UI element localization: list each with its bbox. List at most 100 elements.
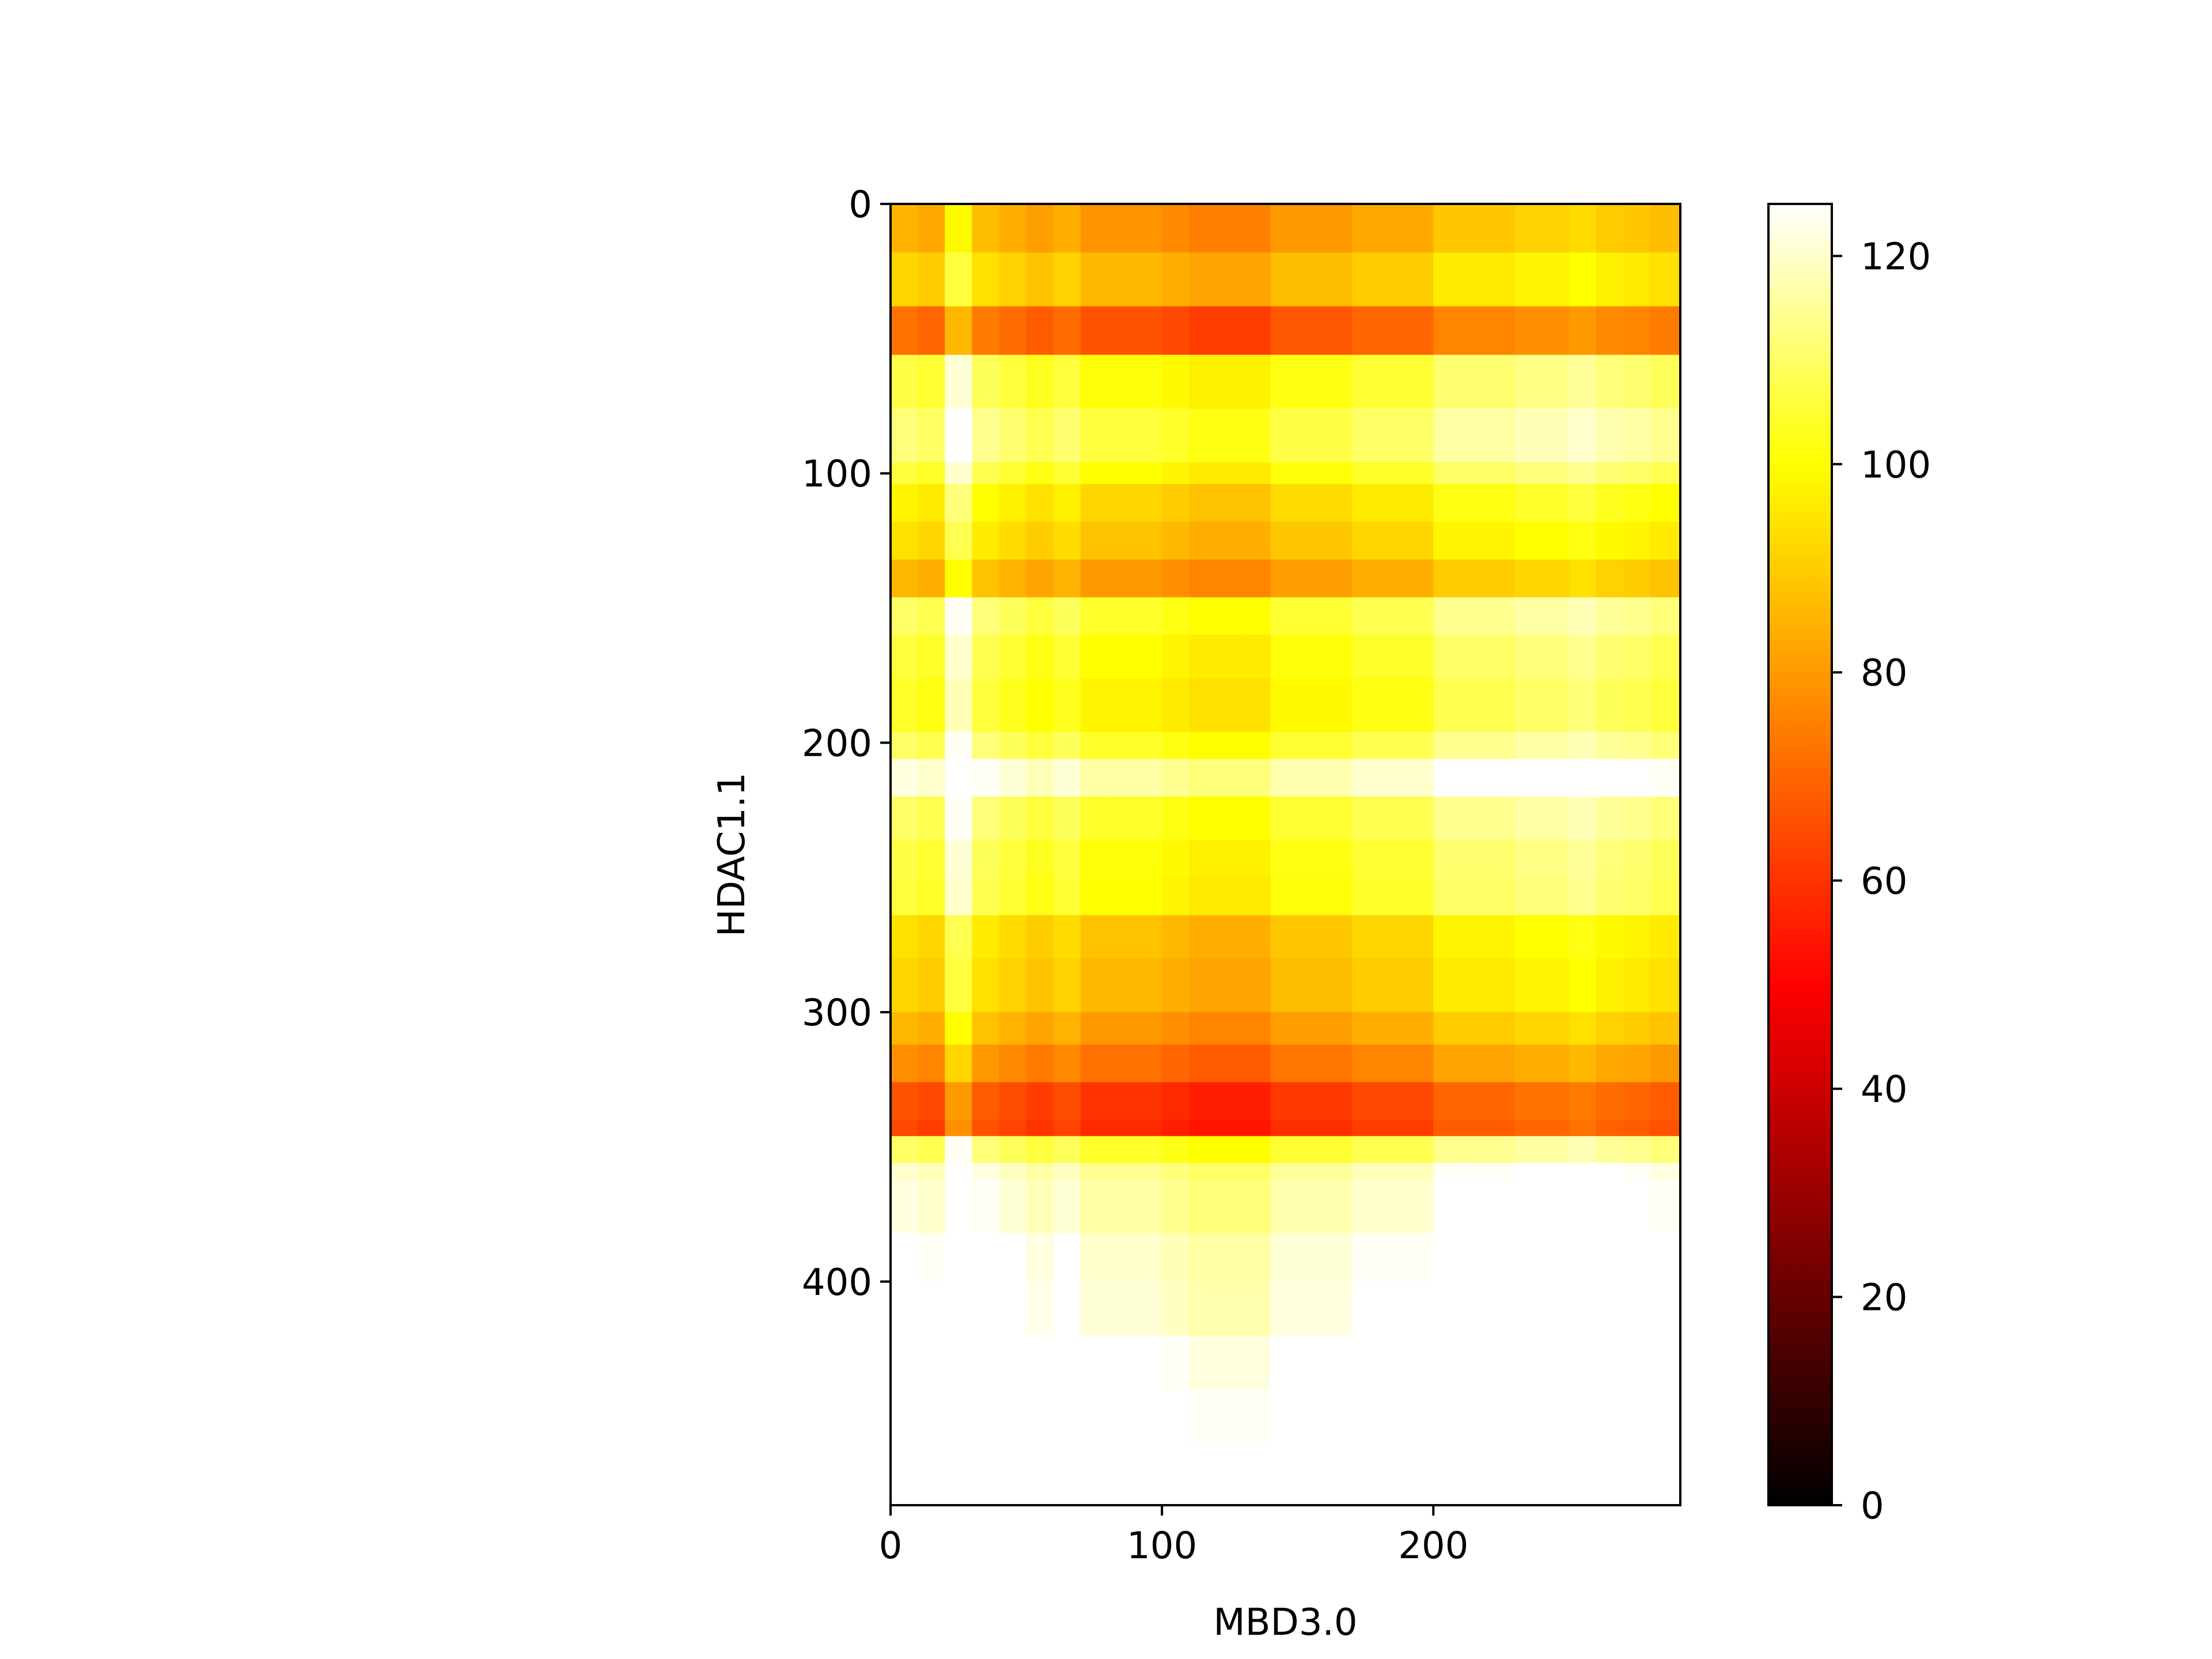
heatmap-cell [1623, 354, 1651, 410]
heatmap-cell [1270, 1335, 1325, 1390]
heatmap-cell [1514, 306, 1543, 355]
heatmap-cell [1053, 915, 1081, 959]
heatmap-cell [1243, 678, 1271, 733]
heatmap-cell [945, 521, 972, 560]
heatmap-cell [1162, 354, 1190, 410]
heatmap-cell [1514, 354, 1543, 410]
heatmap-cell [1623, 408, 1651, 463]
heatmap-cell [891, 1443, 918, 1506]
heatmap-cell [945, 1044, 972, 1083]
heatmap-cell [1487, 732, 1516, 760]
heatmap-cell [1569, 1163, 1597, 1180]
heatmap-cell [1189, 306, 1244, 355]
heatmap-cell [1406, 1082, 1434, 1120]
heatmap-cell [1406, 252, 1434, 307]
heatmap-cell [918, 1179, 945, 1234]
heatmap-cell [1243, 1012, 1271, 1045]
colorbar-tick-label: 60 [1861, 861, 1907, 903]
heatmap-cell [1189, 1389, 1244, 1444]
heatmap-cell [1433, 678, 1461, 733]
heatmap-cell [999, 796, 1027, 840]
heatmap-cell [1650, 559, 1681, 598]
heatmap-cell [891, 462, 918, 485]
heatmap-cell [891, 408, 918, 463]
heatmap-cell [972, 732, 1000, 760]
heatmap-cell [1026, 559, 1054, 598]
heatmap-cell [1107, 1389, 1162, 1444]
heatmap-cell [1487, 796, 1516, 840]
heatmap-cell [891, 732, 918, 760]
heatmap-cell [1433, 1281, 1461, 1336]
heatmap-cell [1514, 635, 1543, 679]
heatmap-cell [1487, 204, 1516, 253]
heatmap-cell [1053, 1163, 1081, 1180]
heatmap-cell [1026, 759, 1054, 797]
heatmap-cell [1026, 306, 1054, 355]
heatmap-cell [1189, 408, 1244, 463]
heatmap-cell [1650, 1389, 1681, 1444]
heatmap-cell [1650, 204, 1681, 253]
heatmap-cell [1243, 1163, 1271, 1180]
heatmap-cell [1270, 204, 1325, 253]
heatmap-cell [918, 635, 945, 679]
heatmap-cell [1351, 462, 1407, 485]
heatmap-cell [1243, 1179, 1271, 1234]
heatmap-cell [1433, 354, 1461, 410]
heatmap-cell [1080, 354, 1108, 410]
heatmap-cell [1107, 1443, 1162, 1506]
heatmap-cell [1487, 1443, 1516, 1506]
heatmap-cell [1026, 1012, 1054, 1045]
heatmap-cell [1541, 1233, 1570, 1282]
heatmap-cell [1569, 354, 1597, 410]
heatmap-cell [1053, 1443, 1081, 1506]
heatmap-cell [1650, 306, 1681, 355]
heatmap-cell [1596, 1136, 1624, 1164]
heatmap-cell [1324, 877, 1353, 916]
heatmap-cell [972, 204, 1000, 253]
heatmap-cell [972, 1443, 1000, 1506]
heatmap-cell [1324, 521, 1353, 560]
heatmap-cell [1596, 354, 1624, 410]
heatmap-cell [1406, 1012, 1434, 1045]
heatmap-cell [1406, 597, 1434, 635]
heatmap-cell [1026, 1281, 1054, 1336]
heatmap-cell [891, 1044, 918, 1083]
heatmap-cell [891, 1082, 918, 1120]
heatmap-cell [1324, 559, 1353, 598]
heatmap-cell [1487, 1281, 1516, 1336]
heatmap-cell [1541, 1082, 1570, 1120]
heatmap-cell [1623, 1082, 1651, 1120]
heatmap-cell [1243, 877, 1271, 916]
heatmap-cell [1596, 462, 1624, 485]
heatmap-cell [1650, 678, 1681, 733]
heatmap-cell [945, 408, 972, 463]
heatmap-cell [1460, 915, 1488, 959]
heatmap-cell [1541, 915, 1570, 959]
heatmap-cell [1514, 559, 1543, 598]
heatmap-cell [918, 1044, 945, 1083]
heatmap-cell [999, 204, 1027, 253]
heatmap-cell [972, 597, 1000, 635]
heatmap-cell [1080, 1335, 1108, 1390]
heatmap-cell [1243, 204, 1271, 253]
heatmap-cell [1433, 252, 1461, 307]
heatmap-cell [1243, 1335, 1271, 1390]
heatmap-cell [1351, 839, 1407, 878]
heatmap-cell [1162, 597, 1190, 635]
heatmap-cell [1270, 484, 1325, 522]
heatmap-cell [1351, 252, 1407, 307]
heatmap-cell [1351, 1389, 1407, 1444]
heatmap-cell [1243, 1136, 1271, 1164]
heatmap-cell [999, 1335, 1027, 1390]
heatmap-cell [1270, 306, 1325, 355]
heatmap-cell [918, 958, 945, 1013]
heatmap-cell [1650, 252, 1681, 307]
heatmap-cell [1460, 1443, 1488, 1506]
heatmap-cell [1541, 1136, 1570, 1164]
heatmap-cell [918, 1443, 945, 1506]
heatmap-cell [1162, 1335, 1190, 1390]
heatmap-cell [1460, 597, 1488, 635]
heatmap-cell [1026, 1136, 1054, 1164]
heatmap-cell [1650, 1136, 1681, 1164]
heatmap-cell [1162, 678, 1190, 733]
